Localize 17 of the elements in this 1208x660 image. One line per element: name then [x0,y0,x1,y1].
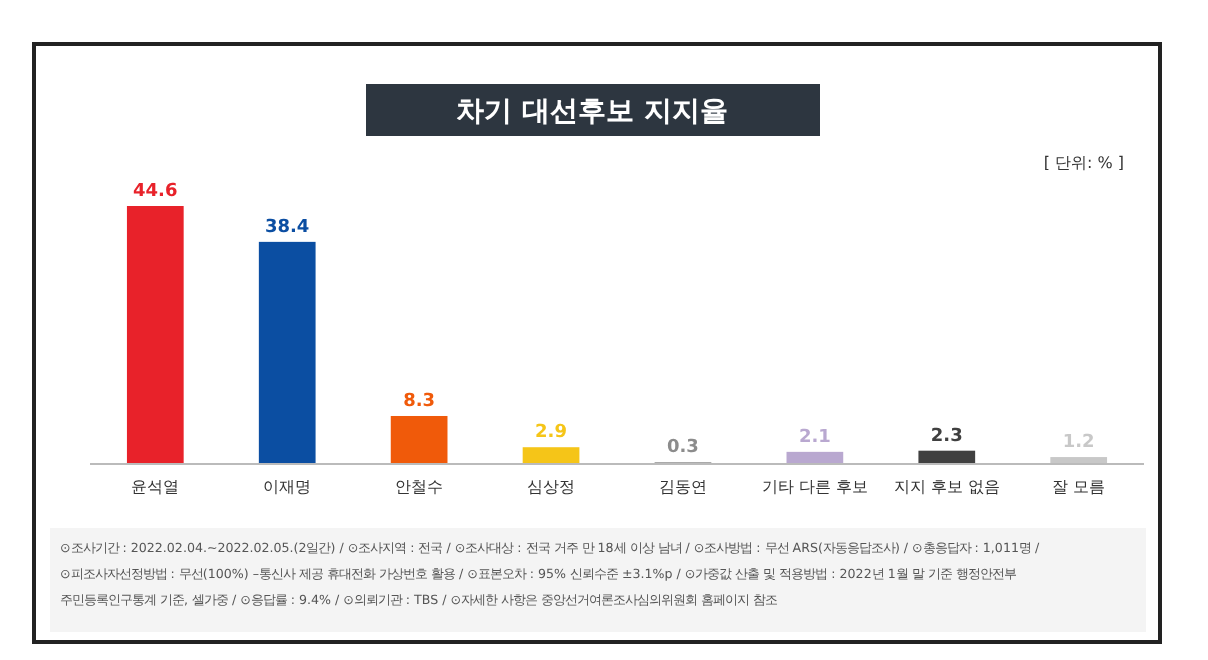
x-tick-label: 이재명 [263,478,312,496]
data-label: 2.9 [535,423,567,444]
chart-title: 차기 대선후보 지지율 [456,96,728,128]
data-label: 0.3 [667,438,699,459]
x-tick-label: 기타 다른 후보 [761,478,868,496]
x-tick-label: 윤석열 [131,478,180,496]
x-tick-label: 지지 후보 없음 [893,478,1000,496]
data-label: 2.1 [798,427,831,448]
x-tick-label: 김동연 [658,478,707,496]
x-tick-label: 안철수 [395,478,444,496]
data-label: 44.6 [133,182,178,202]
data-label: 2.3 [930,426,963,447]
text: [ 단위: % ] [1043,154,1124,172]
data-label: 38.4 [264,217,310,238]
x-tick-label: 잘 모름 [1052,478,1106,496]
data-label: 8.3 [403,391,436,412]
x-tick-label: 심상정 [527,478,576,496]
